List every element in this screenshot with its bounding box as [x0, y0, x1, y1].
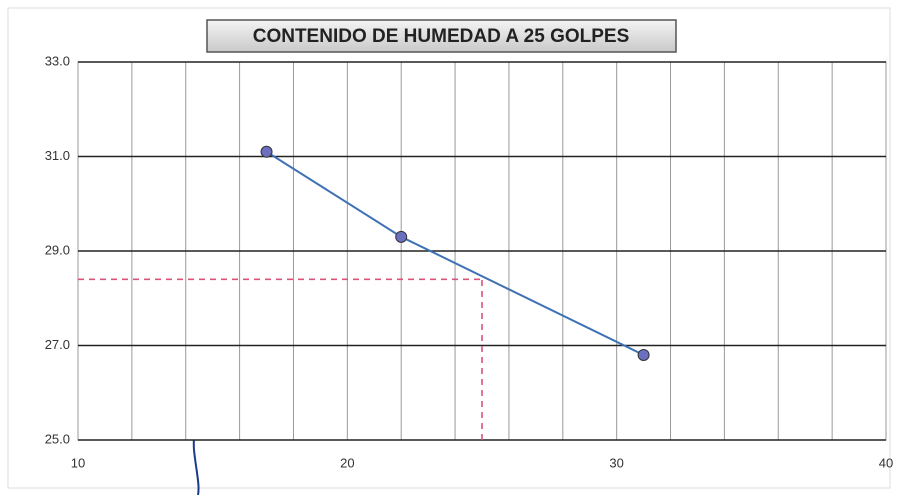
- y-tick-label: 29.0: [45, 242, 70, 257]
- x-tick-label: 30: [609, 455, 623, 470]
- y-tick-label: 25.0: [45, 431, 70, 446]
- chart-frame: [7, 7, 891, 489]
- chart-title: CONTENIDO DE HUMEDAD A 25 GOLPES: [253, 26, 630, 47]
- x-tick-label: 40: [879, 455, 893, 470]
- y-tick-label: 27.0: [45, 337, 70, 352]
- title-box: [206, 19, 677, 53]
- data-point: [637, 348, 650, 361]
- x-tick-label: 20: [340, 455, 354, 470]
- y-tick-label: 31.0: [45, 148, 70, 163]
- data-point: [395, 230, 408, 243]
- x-tick-label: 10: [71, 455, 85, 470]
- data-point: [260, 145, 273, 158]
- y-tick-label: 33.0: [45, 53, 70, 68]
